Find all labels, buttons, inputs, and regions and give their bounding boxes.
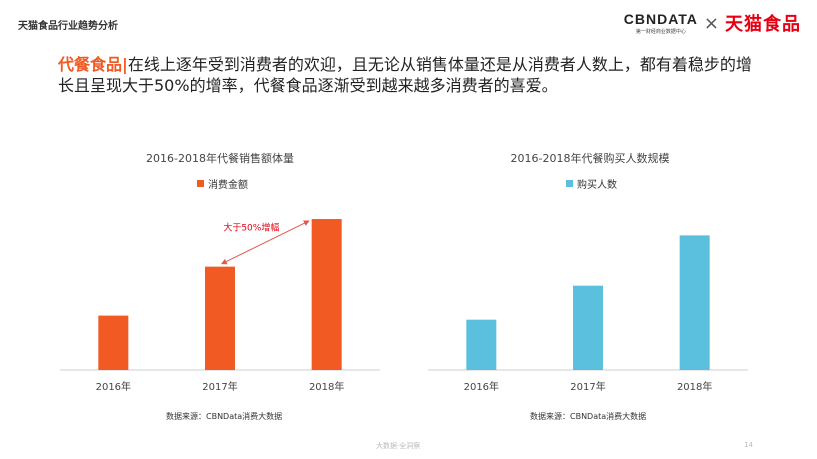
tick-label-buyers-2: 2018年 xyxy=(677,380,712,393)
legend-buyers: 购买人数 xyxy=(566,176,617,191)
cross-icon: × xyxy=(703,12,719,34)
annotation-arrow xyxy=(220,220,310,265)
bar-buyers-0 xyxy=(466,319,497,370)
source-note-sales: 数据来源：CBNData消费大数据 xyxy=(166,412,283,421)
chart-title-sales: 2016-2018年代餐销售额体量 xyxy=(146,152,294,165)
brand-logo: CBNDATA 第一财经商业数据中心 × 天猫食品 xyxy=(624,10,801,36)
bar-sales-1 xyxy=(205,266,235,370)
cbndata-logo-text: CBNDATA xyxy=(623,11,698,27)
cbndata-logo-subtext: 第一财经商业数据中心 xyxy=(635,29,686,35)
chart-title-buyers: 2016-2018年代餐购买人数规模 xyxy=(510,152,670,165)
tick-label-buyers-0: 2016年 xyxy=(464,380,499,393)
headline-accent: 代餐食品| xyxy=(58,55,128,74)
footer-brand: 大数据·全洞察 xyxy=(376,442,421,450)
tick-label-sales-1: 2017年 xyxy=(202,380,237,393)
bar-sales-0 xyxy=(98,315,129,370)
source-note-buyers: 数据来源：CBNData消费大数据 xyxy=(530,412,647,421)
tick-label-buyers-1: 2017年 xyxy=(570,380,605,393)
page-number: 14 xyxy=(744,441,753,449)
tmall-food-logo: 天猫食品 xyxy=(725,14,801,35)
tick-label-sales-2: 2018年 xyxy=(309,380,344,393)
cbndata-logo: CBNDATA 第一财经商业数据中心 xyxy=(624,11,698,35)
bar-sales-2 xyxy=(311,219,342,370)
legend-label-buyers: 购买人数 xyxy=(577,180,617,191)
legend-swatch-sales xyxy=(197,180,204,187)
headline-text: 在线上逐年受到消费者的欢迎，且无论从销售体量还是从消费者人数上，都有着稳步的增长… xyxy=(58,55,752,95)
bar-buyers-1 xyxy=(573,285,603,370)
headline: 代餐食品|在线上逐年受到消费者的欢迎，且无论从销售体量还是从消费者人数上，都有着… xyxy=(58,54,758,96)
tick-label-sales-0: 2016年 xyxy=(96,380,131,393)
bar-buyers-2 xyxy=(679,235,710,370)
legend-swatch-buyers xyxy=(566,180,573,187)
annotation-label: 大于50%增幅 xyxy=(223,221,279,233)
legend-sales: 消费金额 xyxy=(197,176,248,191)
section-title: 天猫食品行业趋势分析 xyxy=(18,21,118,32)
legend-label-sales: 消费金额 xyxy=(208,180,248,191)
